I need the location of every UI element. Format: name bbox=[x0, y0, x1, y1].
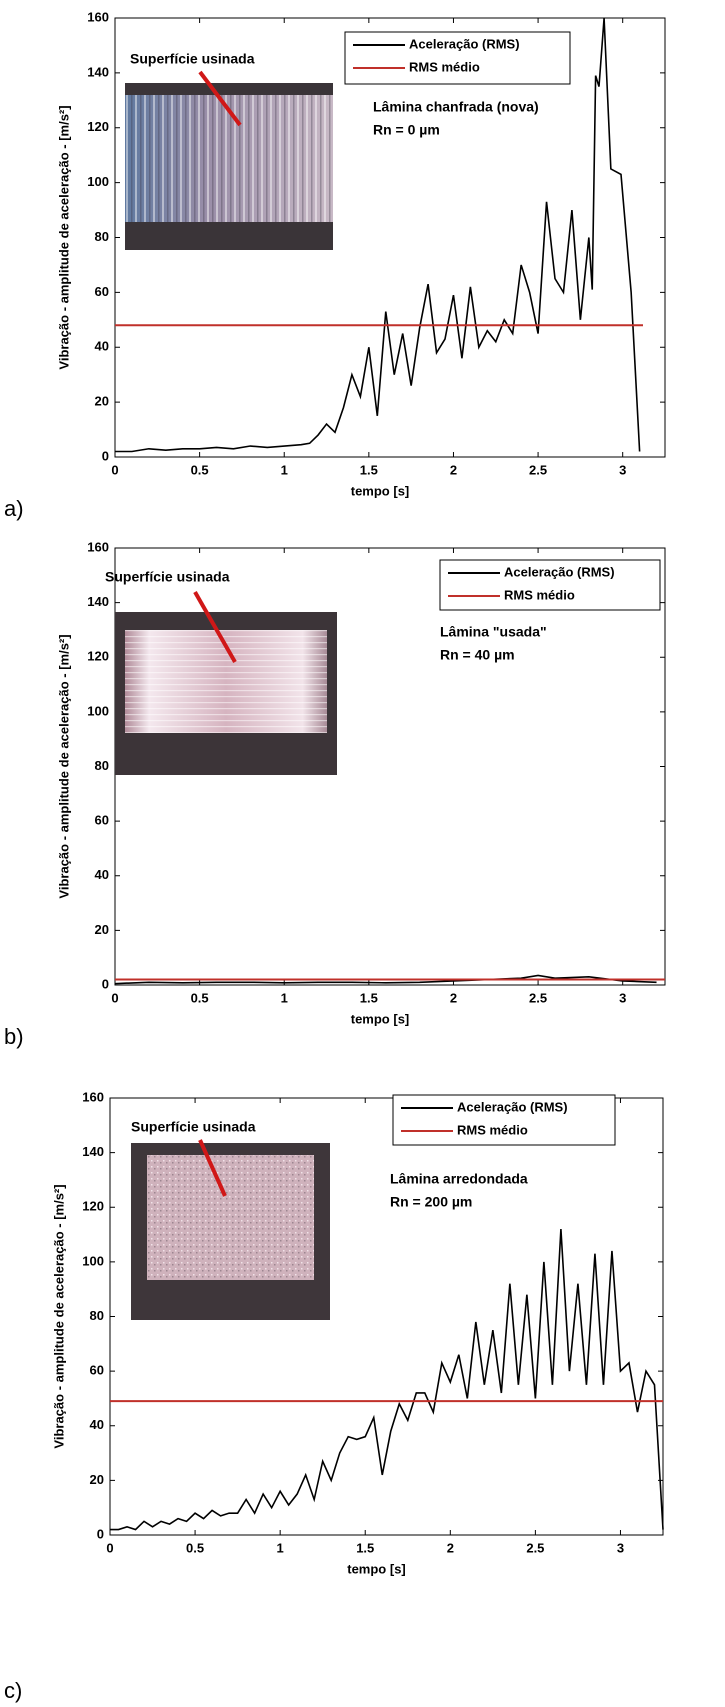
x-tick-label: 0 bbox=[106, 1540, 113, 1555]
y-tick-label: 140 bbox=[87, 594, 109, 609]
x-tick-label: 2 bbox=[450, 990, 457, 1005]
annotation: Rn = 40 µm bbox=[440, 647, 515, 663]
y-tick-label: 20 bbox=[95, 922, 109, 937]
x-tick-label: 1 bbox=[281, 462, 288, 477]
x-tick-label: 1.5 bbox=[356, 1540, 374, 1555]
y-tick-label: 100 bbox=[82, 1253, 104, 1268]
y-tick-label: 60 bbox=[95, 284, 109, 299]
y-tick-label: 60 bbox=[90, 1363, 104, 1378]
x-tick-label: 0.5 bbox=[191, 990, 209, 1005]
x-tick-label: 2.5 bbox=[529, 462, 547, 477]
y-tick-label: 80 bbox=[95, 758, 109, 773]
x-tick-label: 0 bbox=[111, 990, 118, 1005]
x-tick-label: 2.5 bbox=[529, 990, 547, 1005]
panel: 0 20 40 60 80 100 120 140 160 0 0.5 1 1.5 2 2.5 3 tempo … bbox=[4, 9, 666, 521]
y-tick-label: 140 bbox=[82, 1144, 104, 1159]
y-axis-label: Vibração - amplitude de aceleração - [m/… bbox=[56, 105, 71, 369]
y-tick-label: 0 bbox=[102, 976, 109, 991]
inset-label: Superfície usinada bbox=[130, 51, 255, 67]
y-tick-label: 120 bbox=[87, 649, 109, 664]
legend-label: Aceleração (RMS) bbox=[457, 1099, 568, 1114]
legend-label: RMS médio bbox=[504, 587, 575, 602]
x-tick-label: 2 bbox=[450, 462, 457, 477]
legend-box bbox=[344, 31, 571, 85]
inset-arrow bbox=[198, 1139, 227, 1197]
inset-photo bbox=[125, 95, 333, 222]
inset-photo bbox=[147, 1155, 314, 1280]
y-tick-label: 80 bbox=[90, 1308, 104, 1323]
y-tick-label: 60 bbox=[95, 813, 109, 828]
legend-box bbox=[439, 559, 661, 611]
y-tick-label: 100 bbox=[87, 174, 109, 189]
x-tick-label: 1 bbox=[281, 990, 288, 1005]
series-line bbox=[115, 17, 641, 453]
annotation: Lâmina chanfrada (nova) bbox=[373, 99, 539, 115]
inset-label: Superfície usinada bbox=[105, 569, 230, 585]
panel-label: a) bbox=[4, 496, 24, 521]
legend-box bbox=[392, 1094, 616, 1146]
annotation: Lâmina "usada" bbox=[440, 624, 547, 640]
y-tick-label: 80 bbox=[95, 229, 109, 244]
y-axis-label: Vibração - amplitude de aceleração - [m/… bbox=[56, 634, 71, 898]
y-tick-label: 140 bbox=[87, 64, 109, 79]
y-tick-label: 100 bbox=[87, 703, 109, 718]
x-tick-label: 0.5 bbox=[191, 462, 209, 477]
panel-label: c) bbox=[4, 1678, 22, 1703]
series-line bbox=[110, 1229, 664, 1531]
panel: 0 20 40 60 80 100 120 140 160 0 0.5 1 1.5 2 2.5 3 tempo … bbox=[4, 1089, 664, 1703]
inset-label: Superfície usinada bbox=[131, 1119, 256, 1135]
legend-label: RMS médio bbox=[457, 1122, 528, 1137]
panel: 0 20 40 60 80 100 120 140 160 0 0.5 1 1.5 2 2.5 3 tempo … bbox=[4, 539, 666, 1049]
x-tick-label: 0.5 bbox=[186, 1540, 204, 1555]
y-tick-label: 20 bbox=[90, 1472, 104, 1487]
x-tick-label: 2.5 bbox=[526, 1540, 544, 1555]
y-tick-label: 120 bbox=[87, 119, 109, 134]
y-tick-label: 160 bbox=[87, 9, 109, 24]
x-axis-label: tempo [s] bbox=[351, 483, 410, 498]
x-tick-label: 3 bbox=[619, 990, 626, 1005]
inset-arrow bbox=[198, 70, 242, 127]
y-tick-label: 40 bbox=[95, 867, 109, 882]
series-line bbox=[114, 974, 657, 985]
annotation: Lâmina arredondada bbox=[390, 1171, 528, 1187]
annotation: Rn = 0 µm bbox=[373, 122, 440, 138]
x-axis-label: tempo [s] bbox=[351, 1011, 410, 1026]
legend-label: Aceleração (RMS) bbox=[409, 36, 520, 51]
x-tick-label: 1.5 bbox=[360, 462, 378, 477]
legend-label: RMS médio bbox=[409, 59, 480, 74]
y-tick-label: 0 bbox=[97, 1526, 104, 1541]
annotation: Rn = 200 µm bbox=[390, 1194, 472, 1210]
y-axis-label: Vibração - amplitude de aceleração - [m/… bbox=[51, 1184, 66, 1448]
x-tick-label: 3 bbox=[619, 462, 626, 477]
inset-arrow bbox=[193, 591, 237, 663]
y-tick-label: 0 bbox=[102, 448, 109, 463]
x-axis-label: tempo [s] bbox=[347, 1561, 406, 1576]
y-tick-label: 160 bbox=[87, 539, 109, 554]
y-tick-label: 120 bbox=[82, 1199, 104, 1214]
legend-label: Aceleração (RMS) bbox=[504, 564, 615, 579]
x-tick-label: 3 bbox=[617, 1540, 624, 1555]
y-tick-label: 20 bbox=[95, 394, 109, 409]
y-tick-label: 40 bbox=[95, 339, 109, 354]
y-tick-label: 160 bbox=[82, 1089, 104, 1104]
x-tick-label: 1 bbox=[277, 1540, 284, 1555]
x-tick-label: 0 bbox=[111, 462, 118, 477]
panel-label: b) bbox=[4, 1024, 24, 1049]
x-tick-label: 2 bbox=[447, 1540, 454, 1555]
x-tick-label: 1.5 bbox=[360, 990, 378, 1005]
y-tick-label: 40 bbox=[90, 1417, 104, 1432]
